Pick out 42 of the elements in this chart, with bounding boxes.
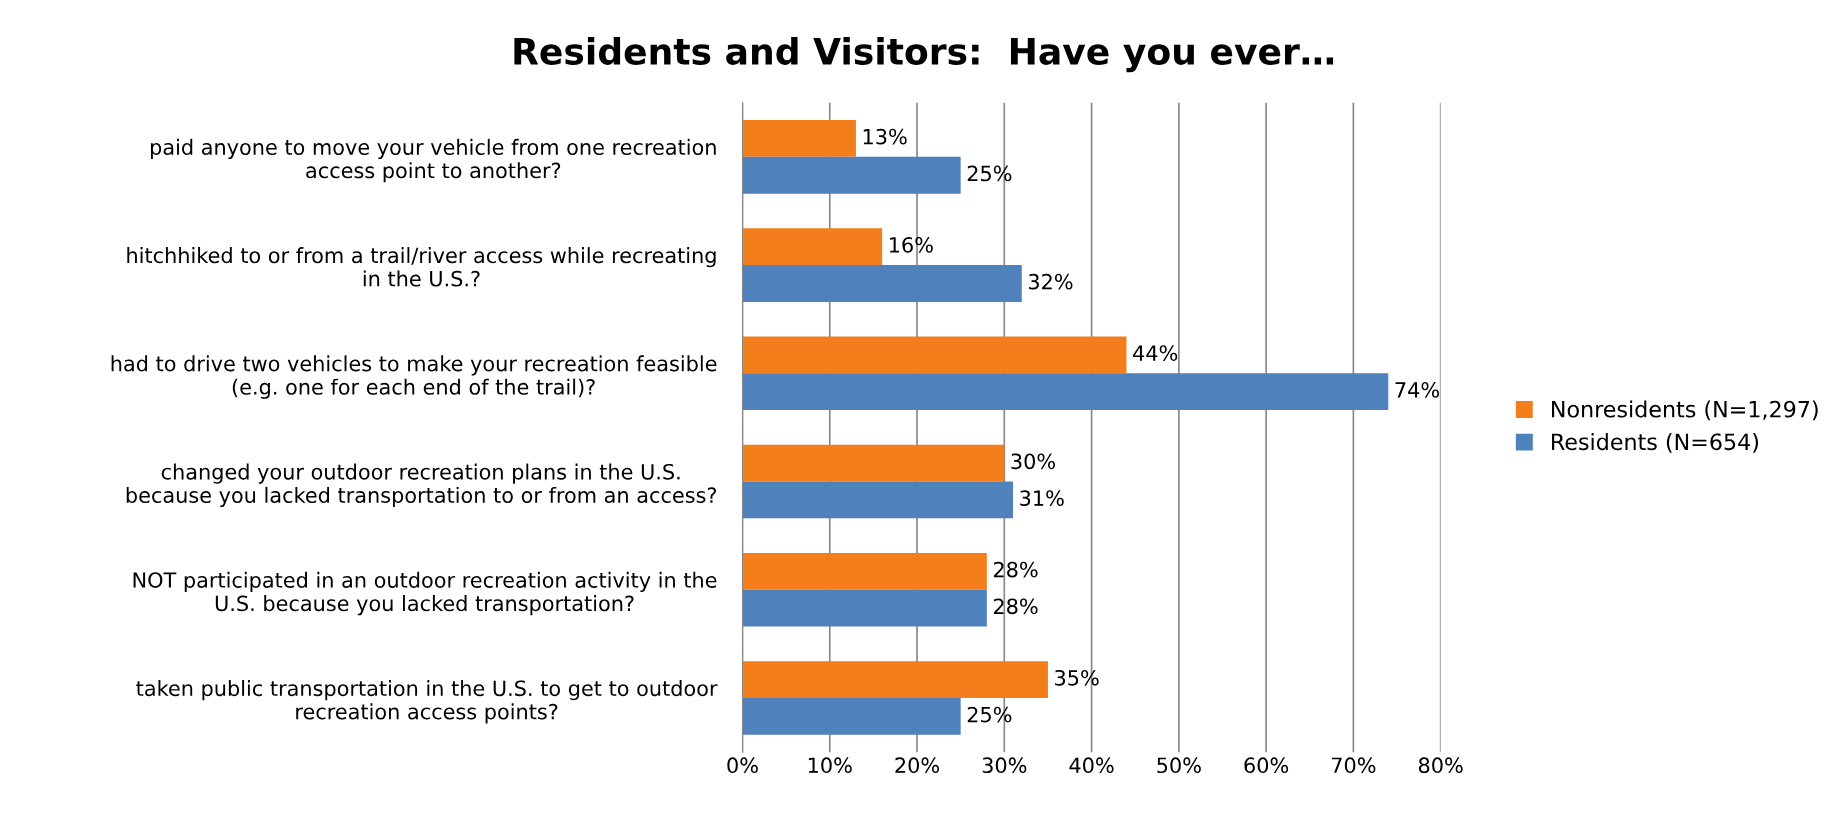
bar [742, 444, 1005, 482]
x-tick-label: 50% [1157, 757, 1201, 774]
data-label: 32% [1028, 273, 1073, 290]
bar [742, 661, 1048, 699]
bar [742, 120, 856, 157]
y-tick-label: NOT participated in an outdoor recreation activity in the U.S. because you lacked transportation? [133, 571, 717, 616]
y-tick-label: had to drive two vehicles to make your recreation feasible (e.g. one for each end of the trail)? [111, 355, 717, 399]
x-tick-label: 40% [1069, 757, 1114, 774]
bar [742, 589, 987, 627]
x-tick-label: 20% [895, 757, 940, 774]
x-tick-label: 30% [982, 757, 1027, 774]
x-tick-label: 70% [1331, 757, 1376, 774]
x-tick-label: 60% [1244, 757, 1289, 774]
data-label: 30% [1011, 453, 1056, 470]
bar [742, 156, 961, 194]
y-tick-label: taken public transportation in the U.S. to get to outdoor recreation access points? [136, 680, 718, 724]
y-tick-label: hitchhiked to or from a trail/river access while recreating in the U.S.? [127, 247, 716, 287]
bar [742, 552, 987, 590]
data-label: 25% [967, 165, 1012, 182]
data-label: 74% [1395, 382, 1440, 398]
data-label: 28% [993, 598, 1038, 615]
bar [742, 228, 883, 266]
y-tick-label: changed your outdoor recreation plans in the U.S. because you lacked transportation to or from an access? [126, 463, 717, 508]
bar [742, 373, 1389, 411]
bar [742, 481, 1014, 519]
legend-label: Residents (N=654) [1552, 433, 1759, 453]
data-label: 44% [1133, 345, 1178, 361]
data-label: 31% [1020, 490, 1064, 506]
bar [742, 336, 1127, 374]
x-tick-label: 10% [808, 757, 852, 774]
data-label: 25% [967, 706, 1012, 723]
x-tick-label: 80% [1418, 757, 1463, 774]
data-label: 35% [1055, 669, 1099, 686]
data-label: 16% [889, 236, 933, 253]
data-label: 28% [993, 561, 1038, 578]
bar [742, 698, 961, 735]
x-tick-label: 0% [727, 757, 758, 774]
chart-title: Residents and Visitors: Have you ever… [514, 36, 1334, 73]
data-label: 13% [863, 128, 907, 145]
legend-label: Nonresidents (N=1,297) [1552, 400, 1818, 421]
y-tick-label: paid anyone to move your vehicle from one recreation access point to another? [150, 138, 716, 183]
bar [742, 265, 1022, 302]
